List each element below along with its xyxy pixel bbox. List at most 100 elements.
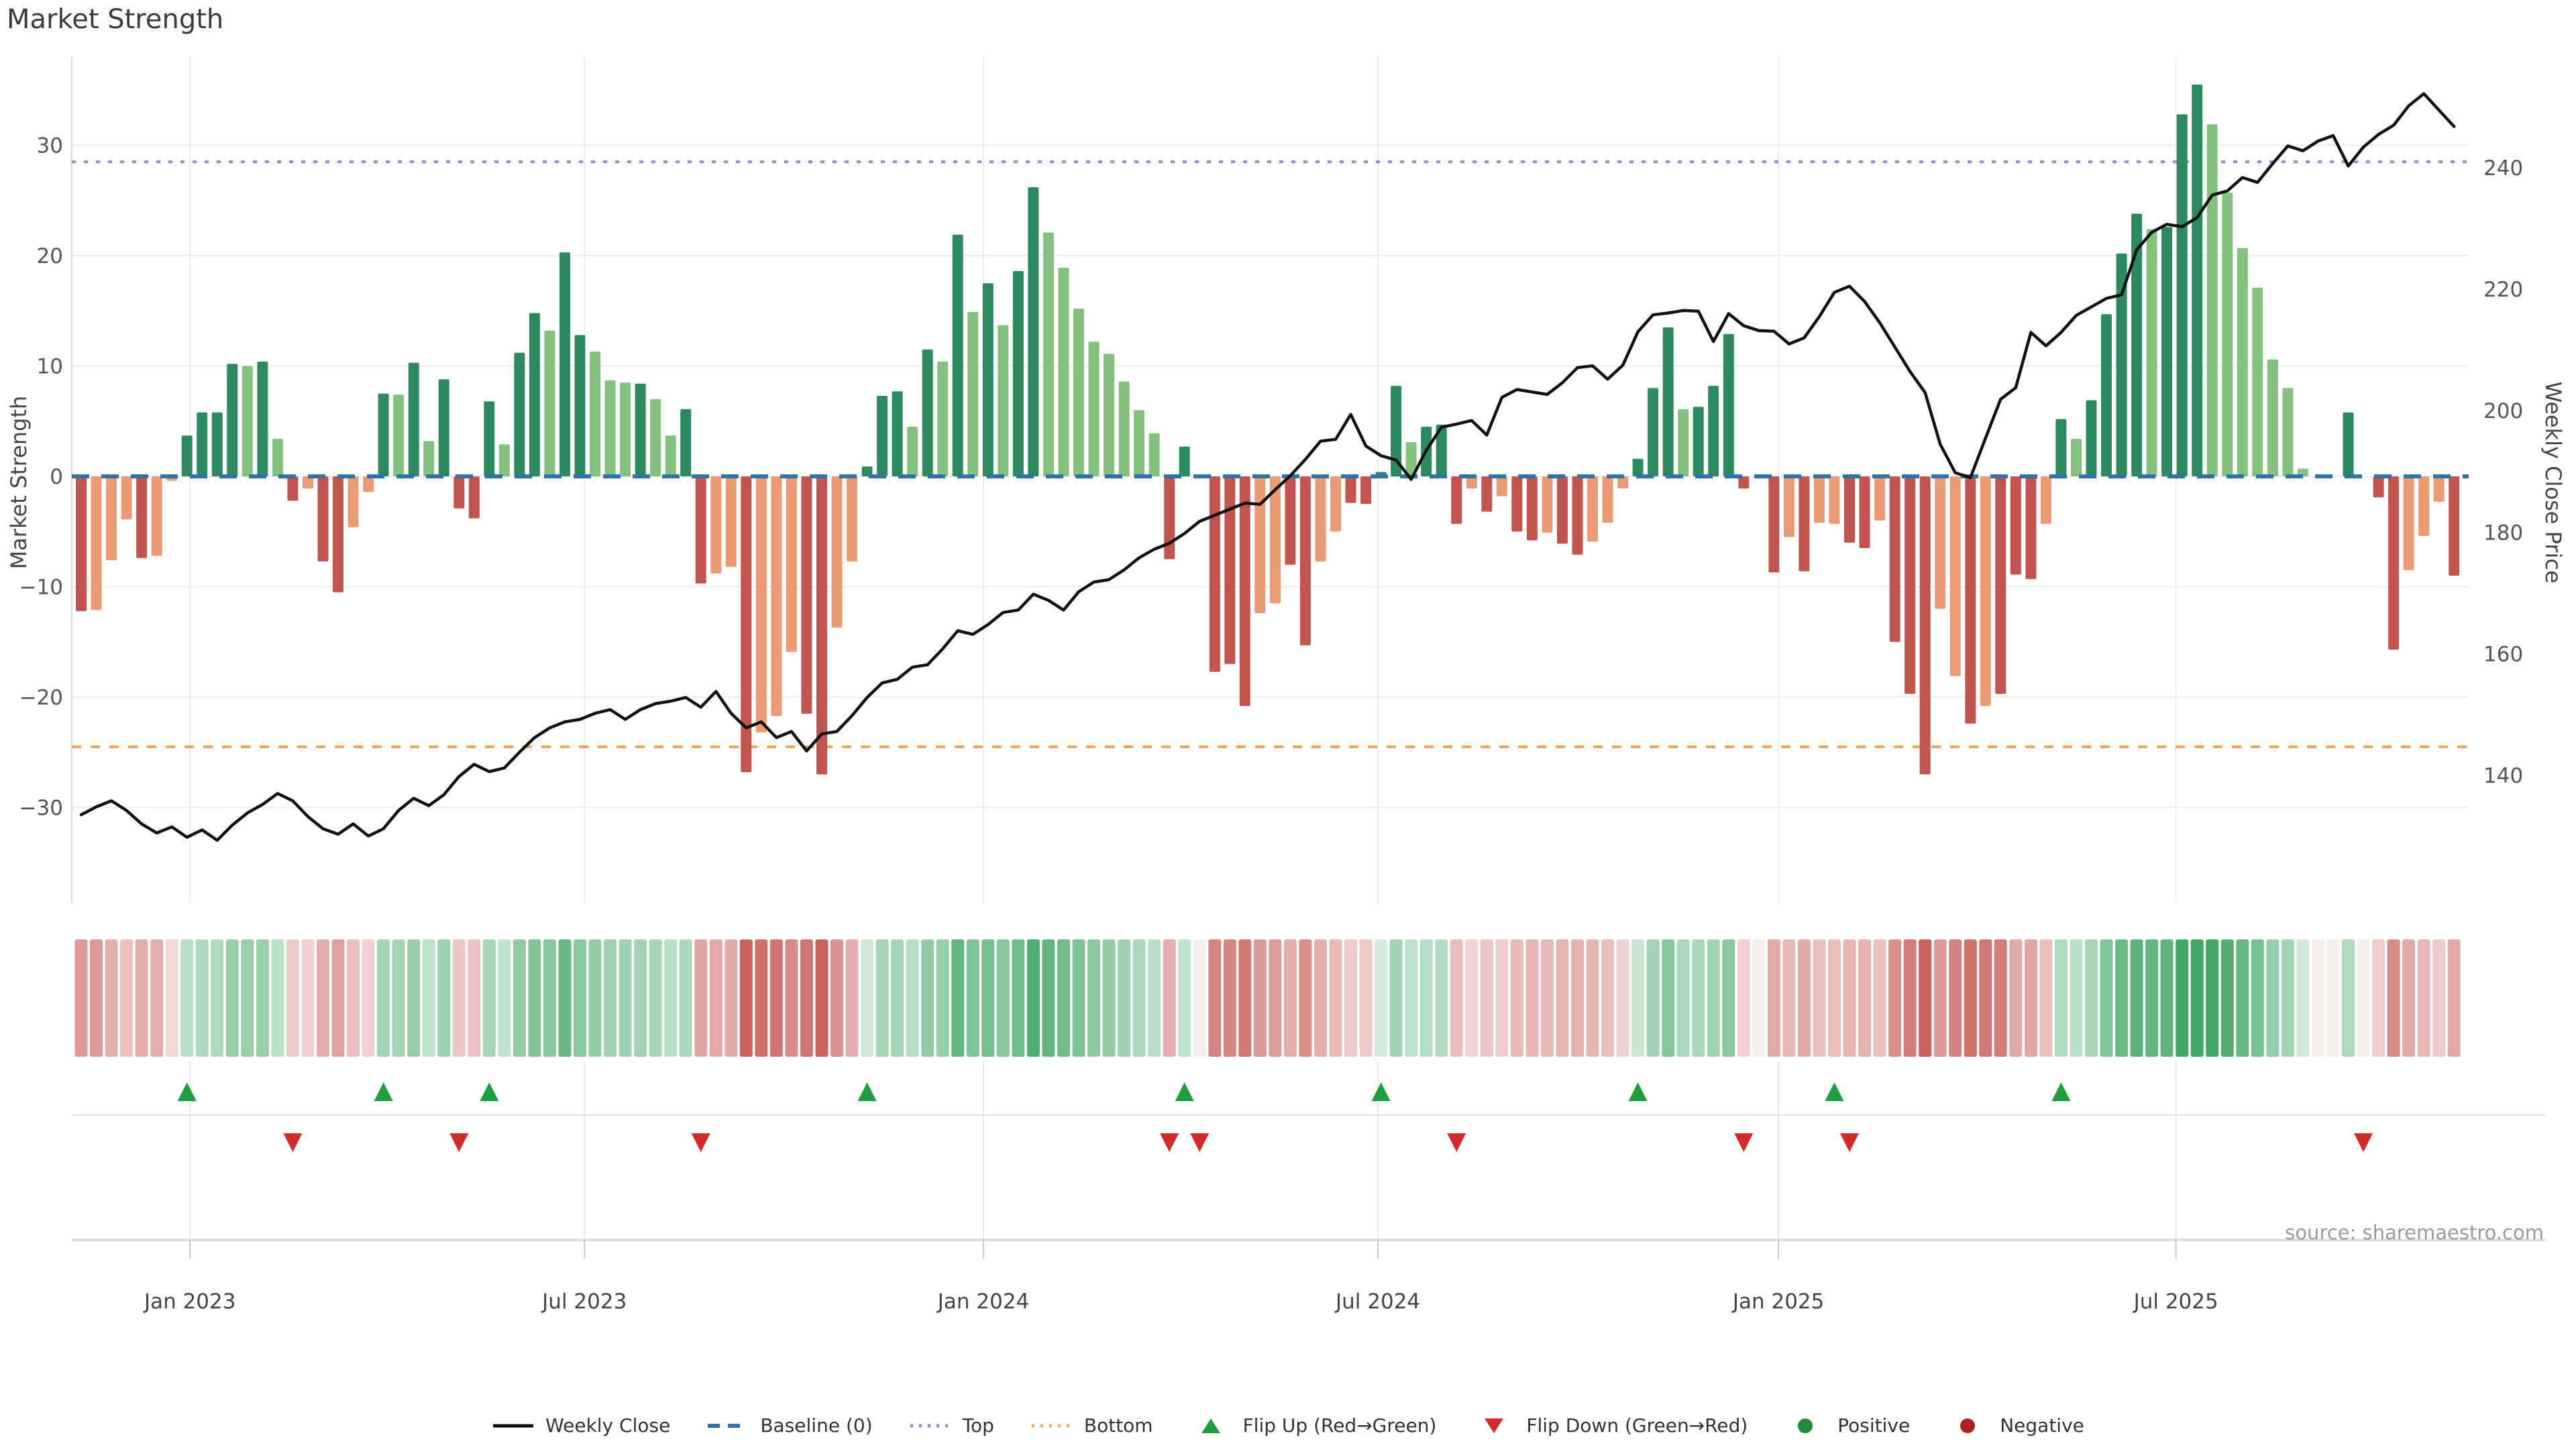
strength-bar	[1648, 388, 1659, 476]
heatmap-cell	[482, 939, 496, 1057]
strength-bar	[378, 393, 389, 476]
heatmap-cell	[724, 939, 738, 1057]
strength-bar	[106, 476, 117, 560]
strength-bar	[1209, 476, 1220, 672]
heatmap-cell	[2024, 939, 2037, 1057]
heatmap-cell	[2266, 939, 2279, 1057]
heatmap-cell	[271, 939, 284, 1057]
heatmap-cell	[211, 939, 224, 1057]
strength-bar	[1904, 476, 1916, 694]
strength-bar	[121, 476, 132, 520]
heatmap-cell	[1722, 939, 1735, 1057]
strength-bar	[2449, 476, 2460, 576]
strength-bar	[211, 412, 223, 476]
strength-bar	[438, 379, 449, 476]
heatmap-cell	[921, 939, 934, 1057]
strength-bar	[2131, 213, 2143, 476]
strength-bar	[1889, 476, 1900, 642]
strength-bar	[937, 361, 949, 476]
left-tick-label: 10	[37, 355, 63, 379]
heatmap-cell	[1586, 939, 1599, 1057]
heatmap-cell	[1994, 939, 2007, 1057]
heatmap-cell	[1813, 939, 1826, 1057]
heatmap-cell	[1601, 939, 1614, 1057]
strength-bar	[967, 311, 979, 476]
strength-bar	[347, 476, 359, 527]
flip-up-marker	[1628, 1082, 1648, 1101]
strength-bar	[1254, 476, 1266, 613]
strength-bar	[650, 399, 661, 476]
strength-bar	[1481, 476, 1493, 512]
heatmap-cell	[1344, 939, 1357, 1057]
heatmap-cell	[1419, 939, 1433, 1057]
heatmap-cell	[150, 939, 164, 1057]
heatmap-cell	[1238, 939, 1252, 1057]
heatmap-cell	[2009, 939, 2023, 1057]
legend-item: Negative	[1946, 1414, 2084, 1437]
heatmap-cell	[1314, 939, 1327, 1057]
strength-bar	[363, 476, 374, 492]
right-tick-label: 180	[2483, 521, 2523, 545]
heatmap-cell	[1435, 939, 1448, 1057]
dots-icon	[1031, 1424, 1072, 1427]
strength-bar	[1436, 424, 1447, 476]
right-tick-label: 240	[2483, 156, 2523, 180]
heatmap-cell	[1375, 939, 1388, 1057]
heatmap-cell	[1692, 939, 1705, 1057]
legend-item: Baseline (0)	[706, 1414, 873, 1437]
strength-bar	[136, 476, 148, 558]
heatmap-cell	[2417, 939, 2430, 1057]
legend-label: Bottom	[1083, 1414, 1153, 1437]
heatmap-cell	[2296, 939, 2310, 1057]
strength-bar	[151, 476, 162, 556]
strength-bar	[303, 476, 313, 489]
heatmap-cell	[422, 939, 435, 1057]
heatmap-cell	[2100, 939, 2113, 1057]
strength-bar	[590, 352, 600, 476]
strength-bar	[1391, 386, 1402, 476]
heatmap-cell	[966, 939, 979, 1057]
heatmap-cell	[875, 939, 889, 1057]
strength-bar	[1814, 476, 1825, 523]
heatmap-cell	[90, 939, 103, 1057]
strength-bar	[1859, 476, 1870, 548]
strength-bar	[197, 412, 208, 476]
strength-bar	[1526, 476, 1538, 541]
heatmap-cell	[1979, 939, 1992, 1057]
strength-bar	[468, 476, 480, 519]
strength-bar	[1965, 476, 1976, 724]
strength-bar	[2040, 476, 2051, 524]
strength-bar	[1315, 476, 1326, 562]
strength-bar	[861, 466, 873, 476]
heatmap-cell	[951, 939, 965, 1057]
heatmap-cell	[468, 939, 481, 1057]
heatmap-cell	[1057, 939, 1070, 1057]
strength-bar	[1496, 476, 1507, 497]
strength-bar	[604, 380, 616, 476]
strength-bar	[998, 325, 1009, 476]
heatmap-cell	[377, 939, 390, 1057]
strength-bar	[1662, 327, 1674, 476]
heatmap-cell	[392, 939, 405, 1057]
heatmap-cell	[1510, 939, 1523, 1057]
heatmap-cell	[679, 939, 692, 1057]
flip-down-marker	[283, 1133, 303, 1152]
flip-down-marker	[1160, 1133, 1179, 1152]
heatmap-cell	[1933, 939, 1947, 1057]
strength-bar	[1783, 476, 1794, 537]
strength-bar	[952, 234, 963, 476]
strength-bar	[1224, 476, 1236, 664]
heatmap-cell	[2085, 939, 2098, 1057]
heatmap-cell	[649, 939, 662, 1057]
legend-label: Negative	[2000, 1414, 2084, 1437]
heatmap-cell	[2251, 939, 2264, 1057]
strength-bar	[1330, 476, 1341, 532]
heatmap-cell	[2236, 939, 2249, 1057]
strength-bar	[2192, 85, 2203, 476]
strength-bar	[741, 476, 752, 772]
x-tick-label: Jan 2024	[936, 1290, 1030, 1314]
heatmap-cell	[1102, 939, 1116, 1057]
strength-bar	[725, 476, 737, 567]
right-axis-title: Weekly Close Price	[2540, 381, 2566, 584]
strength-bar	[1239, 476, 1250, 707]
